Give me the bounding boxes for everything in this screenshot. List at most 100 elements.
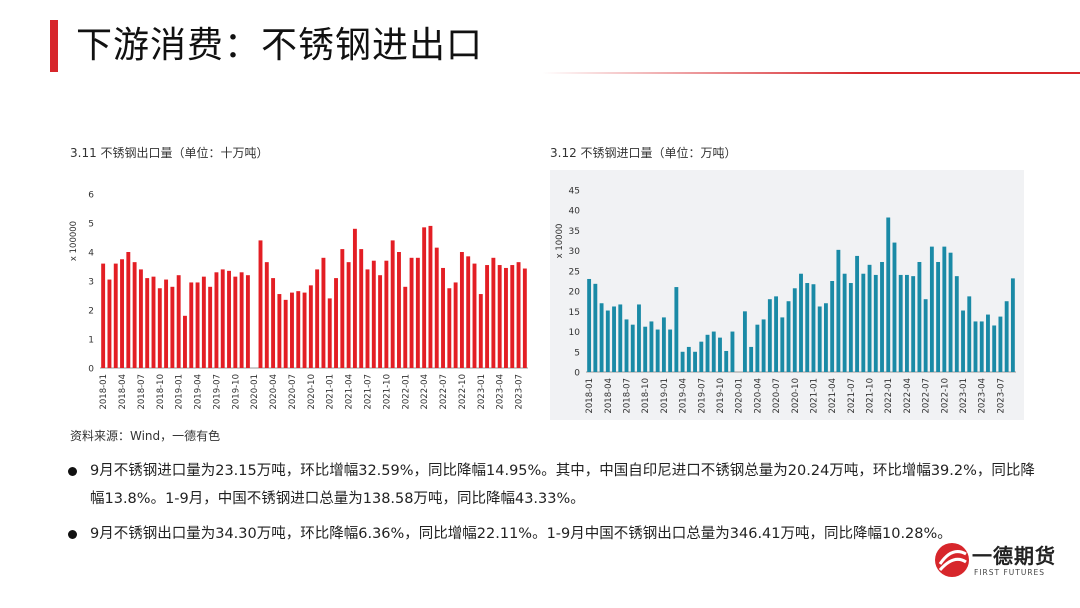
bar-2021-03	[823, 303, 828, 372]
bar-2018-02	[593, 283, 598, 372]
x-tick-label: 2019-04	[194, 374, 204, 410]
x-tick-label: 2021-10	[866, 378, 876, 414]
bullet-text: 9月不锈钢进口量为23.15万吨，环比增幅32.59%，同比降幅14.95%。其…	[90, 463, 1035, 507]
bar-2021-03	[340, 249, 345, 368]
bar-2021-04	[346, 262, 351, 368]
bar-2023-03	[491, 257, 496, 368]
bar-2022-01	[886, 217, 891, 372]
bar-2018-02	[107, 279, 112, 368]
first-futures-logo-icon	[935, 543, 969, 577]
x-tick-label: 2019-01	[175, 374, 185, 410]
bar-2020-03	[264, 262, 269, 368]
bar-2021-07	[365, 269, 370, 368]
x-tick-label: 2019-01	[660, 378, 670, 414]
bar-2018-05	[612, 306, 616, 372]
bar-2021-11	[873, 274, 878, 372]
bar-2019-11	[239, 272, 244, 368]
bar-2022-08	[447, 288, 452, 368]
bar-2019-03	[189, 282, 194, 368]
y-tick-label: 0	[574, 369, 580, 379]
bar-2019-12	[245, 275, 250, 368]
bar-2020-02	[742, 311, 747, 372]
y-tick-label: 45	[569, 187, 580, 197]
bar-2022-03	[898, 274, 903, 372]
bar-2018-07	[138, 269, 143, 368]
bar-2019-10	[718, 337, 722, 372]
x-tick-label: 2018-01	[99, 374, 109, 410]
bar-2023-06	[992, 325, 997, 372]
bar-2019-09	[227, 270, 231, 368]
x-tick-label: 2022-01	[884, 378, 894, 414]
bar-2021-01	[327, 298, 332, 368]
bar-2020-08	[780, 317, 785, 372]
y-tick-label: 15	[569, 308, 580, 318]
bar-2021-07	[848, 283, 853, 372]
y-tick-label: 10	[569, 328, 581, 338]
bar-2023-08	[522, 268, 527, 368]
x-tick-label: 2020-10	[791, 378, 801, 414]
bar-2019-05	[686, 346, 691, 372]
y-tick-label: 3	[88, 278, 94, 288]
x-tick-label: 2019-04	[679, 378, 689, 414]
y-tick-label: 20	[569, 288, 581, 298]
bar-2020-11	[799, 273, 803, 372]
bar-2018-11	[164, 279, 169, 368]
x-tick-label: 2018-07	[137, 374, 147, 410]
x-tick-label: 2022-01	[401, 374, 411, 410]
x-tick-label: 2020-04	[269, 374, 279, 410]
x-tick-label: 2018-10	[156, 374, 166, 410]
bar-2019-05	[201, 276, 206, 368]
chart-caption-import: 3.12 不锈钢进口量（单位：万吨）	[550, 146, 737, 160]
bar-2018-03	[113, 263, 118, 368]
bar-2018-08	[630, 324, 635, 372]
bar-2022-03	[415, 257, 420, 368]
x-tick-label: 2021-04	[345, 374, 355, 410]
x-tick-label: 2020-01	[735, 378, 745, 414]
bar-2020-07	[774, 296, 779, 372]
bar-2020-09	[786, 301, 791, 372]
x-tick-label: 2020-04	[753, 378, 763, 414]
bar-2019-08	[705, 334, 710, 372]
bar-2022-10	[459, 252, 464, 368]
bar-2018-12	[655, 329, 660, 372]
bar-2020-05	[761, 319, 766, 372]
x-tick-label: 2020-07	[288, 374, 298, 410]
import-bar-chart: 0 5 10 15 20 25 30 35 40 45 x 10000 2018-01 2018-04 2…	[555, 187, 1016, 414]
x-tick-label: 2022-04	[420, 374, 430, 410]
bar-2019-07	[699, 341, 704, 372]
bar-2018-12	[170, 286, 175, 368]
bar-2022-06	[917, 261, 922, 372]
bar-2020-06	[283, 299, 288, 368]
bar-2019-06	[208, 286, 213, 368]
source-note: 资料来源：Wind，一德有色	[70, 429, 221, 443]
bar-2019-02	[668, 329, 673, 372]
title-underline	[542, 72, 1080, 74]
x-tick-label: 2022-10	[940, 378, 950, 414]
bar-2021-10	[384, 260, 389, 368]
bar-2023-05	[504, 267, 508, 368]
bar-2022-07	[441, 267, 445, 368]
x-tick-label: 2023-01	[959, 378, 969, 414]
x-tick-label: 2023-07	[996, 378, 1006, 414]
x-tick-label: 2023-01	[477, 374, 487, 410]
bar-2019-04	[680, 351, 685, 372]
bar-2021-09	[378, 275, 383, 368]
bar-2021-04	[830, 281, 835, 372]
bar-2021-05	[352, 228, 357, 368]
x-tick-label: 2023-07	[515, 374, 525, 410]
export-chart-panel: 0 1 2 3 4 5 6 x 100000 2018-01 2018-04 2018-07 2018…	[66, 170, 540, 420]
y-tick-label: 5	[574, 348, 580, 358]
import-chart-panel: 0 5 10 15 20 25 30 35 40 45 x 10000 2018-01 2018-04 2…	[550, 170, 1024, 420]
x-tick-label: 2021-01	[809, 378, 819, 414]
bar-2018-10	[643, 326, 648, 372]
bar-2020-05	[277, 294, 282, 368]
bar-2020-02	[258, 240, 263, 368]
bar-2018-04	[120, 259, 124, 368]
bar-2019-11	[724, 350, 729, 372]
y-tick-label: 1	[88, 336, 94, 346]
bar-2023-04	[497, 265, 502, 368]
bar-2018-01	[587, 278, 592, 372]
bar-2020-12	[321, 257, 326, 368]
y-tick-label: 0	[88, 365, 94, 375]
bar-2022-05	[911, 276, 916, 372]
